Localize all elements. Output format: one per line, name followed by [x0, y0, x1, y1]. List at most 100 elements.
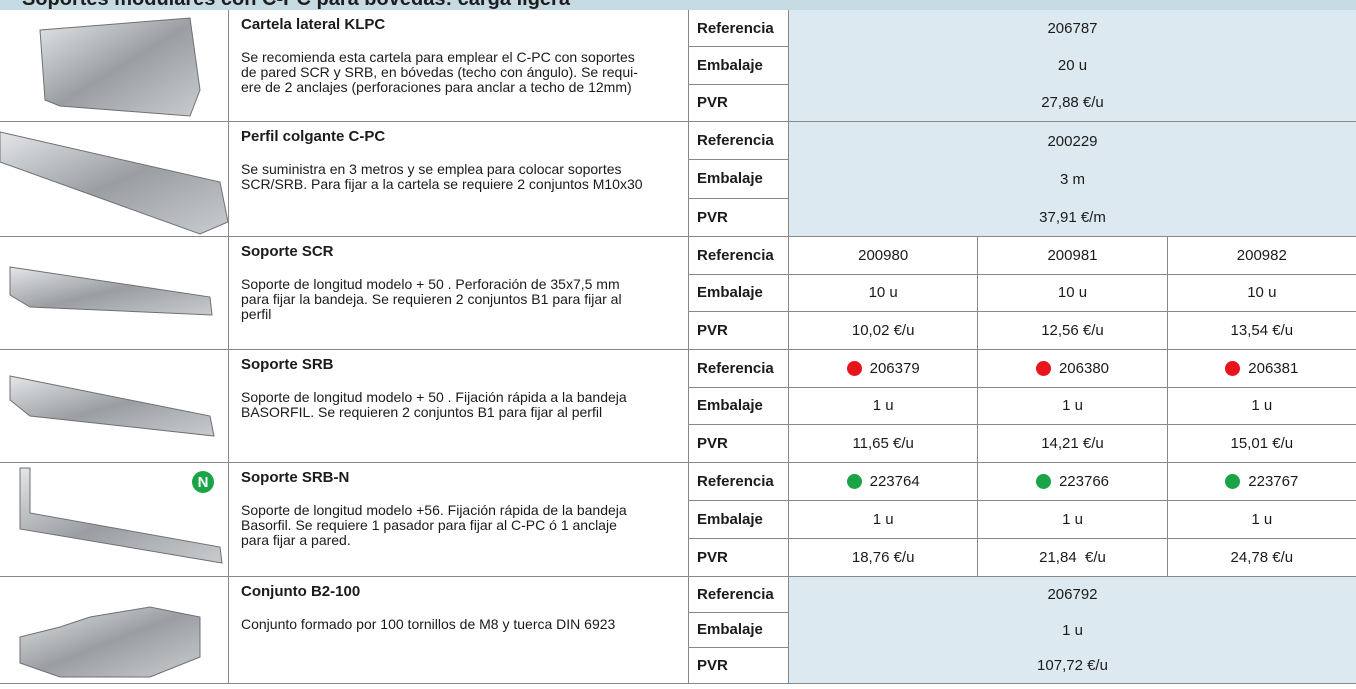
value-cell: 1 u	[1166, 387, 1356, 426]
header-bar: Soportes modulares con C-PC para bóvedas…	[0, 0, 1356, 10]
description-cell: Soporte SRB-N Soporte de longitud modelo …	[228, 463, 688, 577]
row-label: PVR	[688, 425, 788, 463]
description-line: para fijar a pared.	[241, 532, 351, 548]
description-line: perfil	[241, 306, 272, 322]
value-cell: 13,54 €/u	[1166, 312, 1356, 350]
description-line: SCR/SRB. Para fijar a la cartela se requ…	[241, 176, 643, 192]
product-image	[0, 237, 228, 350]
description-line: Se suministra en 3 metros y se emplea pa…	[241, 161, 622, 177]
value-text: 27,88 €/u	[1041, 94, 1104, 112]
value-text: 24,78 €/u	[1230, 549, 1294, 566]
value-text: 37,91 €/m	[1039, 208, 1106, 226]
value-text: 18,76 €/u	[851, 549, 915, 566]
value-text: 10 u	[868, 284, 898, 302]
product-image	[0, 122, 229, 237]
value-cell: 206792	[788, 577, 1356, 613]
product-picture	[39, 17, 201, 117]
value-cell: 18,76 €/u	[788, 539, 978, 577]
value-text: 1 u	[1251, 397, 1273, 415]
value-cell: 107,72 €/u	[788, 648, 1356, 684]
value-text: 1 u	[1062, 397, 1083, 415]
description-line: Basorfil. Se requiere 1 pasador para fij…	[241, 517, 617, 533]
value-text: 206792	[1047, 586, 1098, 604]
status-dot	[846, 474, 862, 489]
row-label: Embalaje	[688, 160, 788, 199]
value-cell: 206381	[1166, 350, 1356, 388]
value-text: 1 u	[1062, 621, 1083, 639]
product-name: Perfil colgante C-PC	[241, 128, 386, 145]
value-cell: 12,56 €/u	[977, 312, 1167, 350]
description-line: Soporte de longitud modelo +56. Fijación…	[241, 502, 627, 518]
product-picture	[9, 266, 213, 316]
value-text: 14,21 €/u	[1041, 435, 1104, 453]
product-image	[0, 350, 228, 463]
new-badge: N	[192, 471, 214, 493]
description-cell: Conjunto B2-100 Conjunto formado por 100 …	[228, 577, 688, 684]
product-name: Soporte SRB-N	[241, 469, 350, 486]
value-cell: 223767	[1166, 463, 1356, 501]
row-label: Embalaje	[688, 612, 788, 649]
value-cell: 206379	[788, 350, 978, 388]
value-text: 1 u	[1251, 511, 1273, 528]
description-line: de pared SCR y SRB, en bóvedas (techo co…	[241, 64, 638, 80]
value-text: 200229	[1047, 132, 1098, 150]
value-cell: 206787	[788, 10, 1356, 48]
value-text: 15,01 €/u	[1230, 435, 1294, 453]
value-cell: 1 u	[788, 387, 978, 426]
description-line: ere de 2 anclajes (perforaciones para an…	[241, 79, 632, 95]
status-dot	[1225, 474, 1241, 489]
row-label: PVR	[688, 312, 788, 350]
description-cell: Cartela lateral KLPC Se recomienda esta c…	[228, 10, 688, 122]
product-name: Conjunto B2-100	[241, 583, 361, 600]
value-cell: 3 m	[788, 160, 1356, 199]
value-cell: 11,65 €/u	[788, 425, 978, 463]
description-cell: Perfil colgante C-PC Se suministra en 3 m…	[228, 122, 688, 237]
product-image	[0, 10, 228, 122]
status-dot	[1035, 474, 1051, 489]
description-line: Soporte de longitud modelo + 50 . Fijaci…	[241, 389, 627, 405]
status-dot	[846, 360, 862, 376]
value-cell: 14,21 €/u	[977, 425, 1167, 463]
value-cell: 223764	[788, 463, 978, 501]
value-text: 11,65 €/u	[852, 435, 914, 453]
value-cell: 223766	[977, 463, 1167, 501]
row-label: Referencia	[688, 577, 788, 613]
value-text: 1 u	[872, 397, 894, 415]
product-name: Cartela lateral KLPC	[241, 16, 386, 33]
value-text: 206379	[869, 359, 920, 377]
product-picture	[9, 375, 215, 437]
value-cell: 10 u	[977, 274, 1167, 313]
value-text: 13,54 €/u	[1230, 322, 1294, 340]
row-label: PVR	[688, 539, 788, 577]
row-label: Referencia	[688, 122, 788, 161]
product-image: N	[0, 463, 228, 577]
value-text: 206380	[1058, 359, 1110, 377]
value-cell: 27,88 €/u	[788, 84, 1356, 122]
product-name: Soporte SRB	[241, 356, 334, 373]
value-cell: 21,84 €/u	[977, 539, 1167, 577]
header-title: Soportes modulares con C-PC para bóvedas…	[22, 0, 570, 10]
row-label: Embalaje	[688, 387, 788, 426]
value-cell: 1 u	[788, 501, 978, 539]
product-picture	[19, 467, 223, 564]
value-cell: 10,02 €/u	[788, 312, 978, 350]
value-cell: 20 u	[788, 47, 1356, 85]
value-text: 206787	[1047, 20, 1098, 38]
value-text: 223764	[869, 473, 920, 490]
value-cell: 1 u	[977, 501, 1167, 539]
product-image	[0, 577, 228, 684]
value-cell: 10 u	[1166, 274, 1356, 313]
description-line: Se recomienda esta cartela para emplear …	[241, 49, 635, 65]
value-cell: 200982	[1166, 237, 1356, 275]
value-text: 12,56 €/u	[1041, 322, 1104, 340]
value-cell: 1 u	[1166, 501, 1356, 539]
description-line: Soporte de longitud modelo + 50 . Perfor…	[241, 276, 620, 292]
value-text: 223766	[1058, 473, 1110, 490]
row-label: PVR	[688, 198, 788, 237]
value-text: 1 u	[872, 511, 894, 528]
value-cell: 24,78 €/u	[1166, 539, 1356, 577]
value-text: 10 u	[1057, 284, 1088, 302]
value-cell: 1 u	[977, 387, 1167, 426]
status-dot	[1035, 360, 1051, 376]
